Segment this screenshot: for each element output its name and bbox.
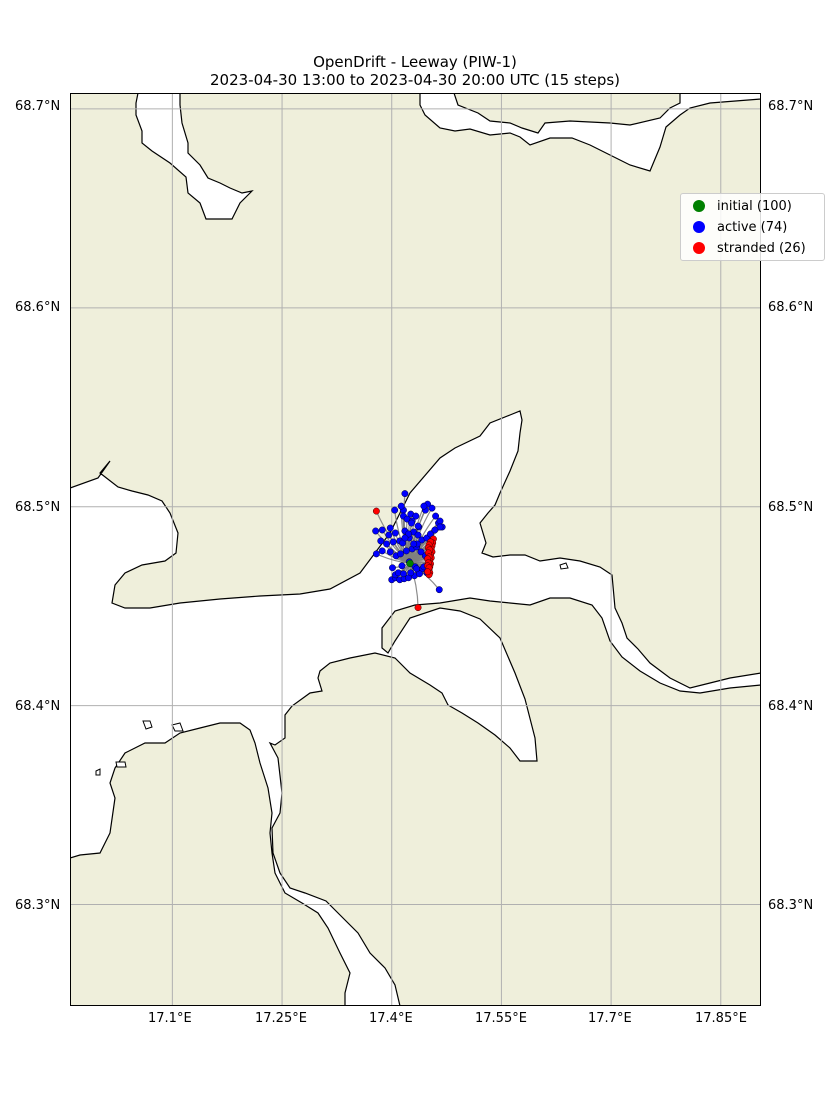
active-particle — [391, 529, 399, 537]
legend-item-active: active (74) — [681, 217, 787, 237]
x-tick-label: 17.1°E — [148, 1011, 192, 1026]
active-particle — [383, 540, 391, 548]
y-tick-label-right: 68.5°N — [768, 500, 814, 515]
active-particle — [431, 526, 439, 534]
active-particle — [417, 548, 425, 556]
active-particle — [408, 519, 415, 527]
stranded-particle — [372, 507, 380, 515]
active-particle — [398, 562, 406, 570]
active-particle — [397, 550, 404, 558]
active-particle — [397, 502, 405, 510]
lake-1 — [142, 720, 153, 730]
particle-points — [372, 490, 446, 612]
map-border — [70, 93, 761, 1006]
x-tick-label: 17.7°E — [588, 1011, 632, 1026]
active-particle — [402, 547, 410, 555]
graticule — [70, 93, 761, 1006]
northeast-bay-water — [419, 93, 761, 172]
legend-marker-active — [693, 221, 705, 233]
y-tick-label-right: 68.7°N — [768, 99, 814, 114]
active-particle — [413, 565, 421, 573]
legend-marker-stranded — [693, 242, 705, 254]
active-particle — [428, 504, 436, 512]
active-particle — [412, 512, 420, 520]
active-particle — [389, 538, 397, 546]
x-tick-label: 17.55°E — [475, 1011, 527, 1026]
y-tick-label-left: 68.7°N — [15, 99, 61, 114]
lake-2 — [171, 722, 184, 732]
lake-5 — [559, 562, 569, 570]
active-particle — [436, 517, 444, 525]
legend: initial (100) active (74) stranded (26) — [680, 193, 825, 261]
lake-3 — [115, 761, 127, 768]
active-particle — [420, 502, 428, 510]
active-particle — [401, 490, 409, 498]
active-particle — [378, 547, 386, 555]
y-tick-label-left: 68.5°N — [15, 500, 61, 515]
lake-4 — [95, 768, 101, 776]
active-particle — [407, 569, 415, 577]
figure-subtitle: 2023-04-30 13:00 to 2023-04-30 20:00 UTC… — [209, 71, 621, 89]
active-particle — [401, 534, 409, 542]
active-particle — [432, 512, 440, 520]
initial-particle — [406, 559, 414, 568]
north-inlet-water — [135, 93, 254, 220]
active-particle — [399, 570, 407, 578]
legend-item-initial: initial (100) — [681, 196, 792, 216]
map-panel[interactable]: initial (100) active (74) stranded (26) — [70, 93, 825, 1006]
map-canvas[interactable] — [70, 93, 761, 1006]
legend-label-initial: initial (100) — [717, 198, 792, 214]
stranded-particle — [414, 604, 422, 612]
active-particle — [385, 531, 393, 539]
active-particle — [386, 524, 394, 532]
x-tick-label: 17.4°E — [369, 1011, 413, 1026]
legend-item-stranded: stranded (26) — [681, 238, 806, 258]
y-tick-label-left: 68.4°N — [15, 699, 61, 714]
stranded-particle — [424, 568, 432, 576]
active-particle — [436, 523, 444, 531]
active-particle — [377, 537, 385, 545]
y-tick-label-right: 68.4°N — [768, 699, 814, 714]
active-particle — [414, 522, 422, 530]
x-tick-label: 17.85°E — [695, 1011, 747, 1026]
legend-label-stranded: stranded (26) — [717, 240, 806, 256]
active-particle — [435, 586, 443, 594]
active-particle — [378, 526, 386, 534]
active-particle — [391, 506, 399, 514]
legend-label-active: active (74) — [717, 219, 788, 235]
trajectory-line — [409, 563, 419, 608]
y-tick-label-right: 68.6°N — [768, 300, 814, 315]
legend-marker-initial — [693, 200, 705, 212]
active-particle — [414, 531, 422, 539]
x-tick-label: 17.25°E — [255, 1011, 307, 1026]
y-tick-label-left: 68.6°N — [15, 300, 61, 315]
trajectory-line — [375, 510, 411, 564]
y-tick-label-left: 68.3°N — [15, 898, 61, 913]
figure-title: OpenDrift - Leeway (PIW-1) — [313, 53, 517, 71]
active-particle — [389, 564, 396, 572]
active-particle — [386, 548, 394, 556]
y-tick-label-right: 68.3°N — [768, 898, 814, 913]
active-particle — [410, 540, 418, 548]
active-particle — [372, 527, 380, 535]
active-particle — [372, 550, 380, 558]
